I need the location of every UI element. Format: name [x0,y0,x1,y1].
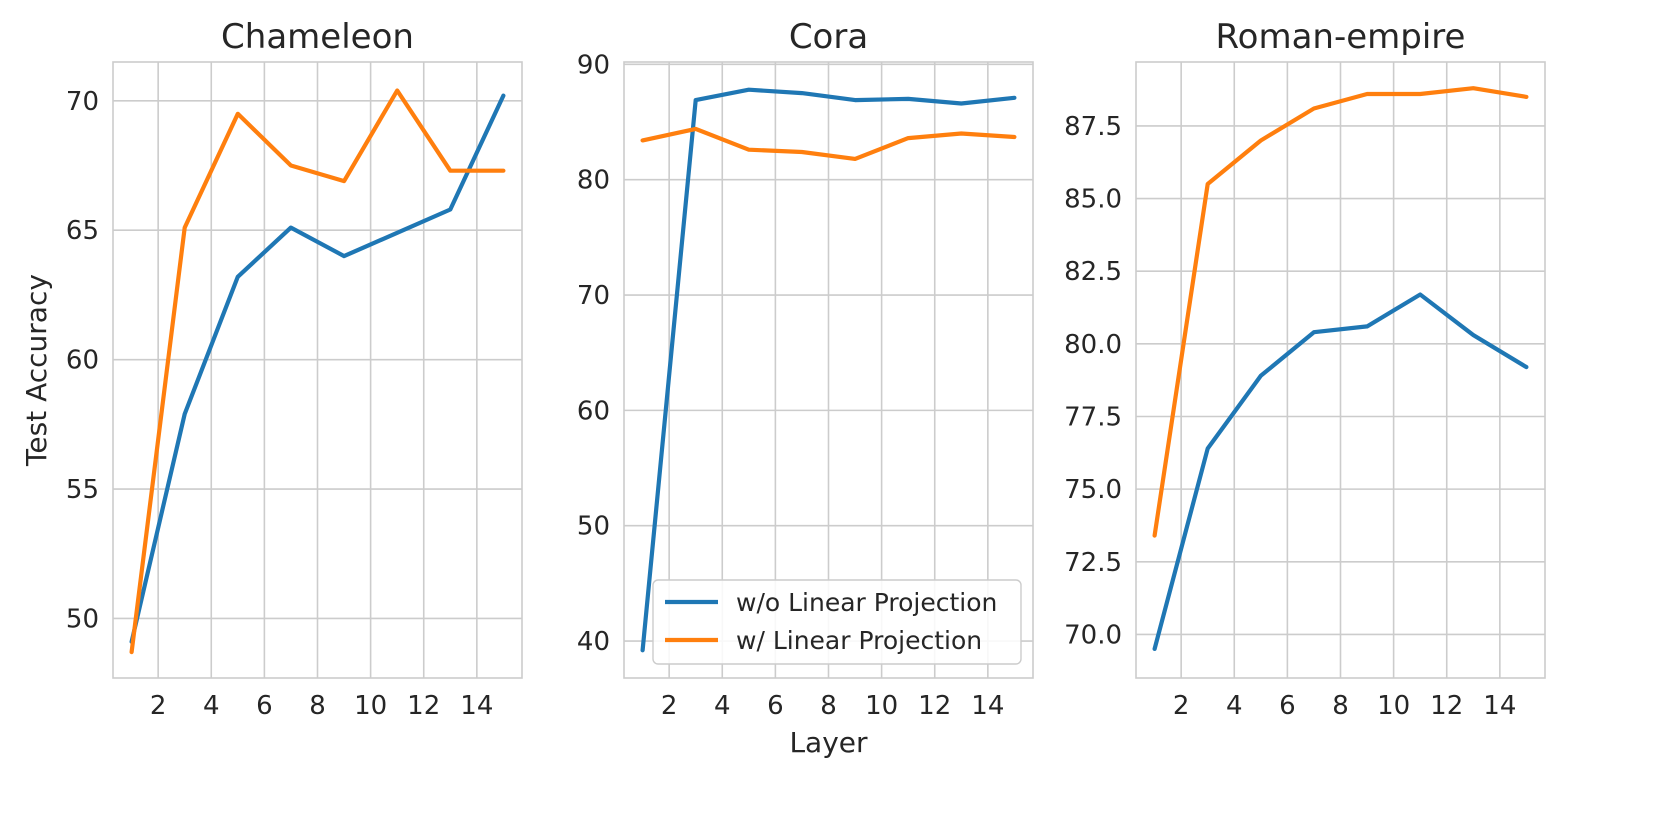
y-tick-label: 60 [66,346,99,376]
x-tick-label: 12 [407,691,440,721]
x-tick-label: 12 [1430,691,1463,721]
y-tick-label: 72.5 [1064,548,1122,578]
x-tick-label: 10 [865,691,898,721]
x-tick-label: 10 [354,691,387,721]
x-tick-label: 14 [971,691,1004,721]
legend-label: w/o Linear Projection [736,588,997,617]
panel-title: Roman-empire [1216,17,1466,57]
panel-1: 2 4 6 8 10 12 14 50 55 60 65 70 Chameleon Test Accura… [20,17,523,721]
x-tick-label: 12 [918,691,951,721]
y-tick-label: 60 [577,396,610,426]
x-tick-label: 4 [714,691,731,721]
legend: w/o Linear Projection w/ Linear Projectio… [652,579,1022,665]
x-tick-label: 2 [150,691,167,721]
panel-title: Chameleon [221,17,414,57]
y-tick-label: 65 [66,216,99,246]
y-tick-label: 85.0 [1064,185,1122,215]
panel-3: 2 4 6 8 10 12 14 70.0 72.5 75.0 77.5 80.0 82.5 85.0 87… [1064,17,1546,721]
x-tick-label: 8 [309,691,326,721]
y-tick-label: 70.0 [1064,620,1122,650]
y-tick-label: 50 [66,604,99,634]
x-tick-label: 2 [1173,691,1190,721]
y-tick-label: 75.0 [1064,475,1122,505]
y-tick-label: 55 [66,475,99,505]
x-tick-label: 6 [767,691,784,721]
legend-box [652,579,1022,665]
series-line-wo-linear-projection [640,87,1017,653]
x-tick-label: 14 [1483,691,1516,721]
x-tick-label: 10 [1377,691,1410,721]
panel-title: Cora [789,17,868,57]
series-line-wo-linear-projection [129,93,506,644]
series-line-wo-linear-projection [1152,292,1529,652]
y-tick-label: 80 [577,166,610,196]
x-tick-label: 6 [256,691,273,721]
y-tick-label: 70 [66,87,99,117]
y-tick-label: 77.5 [1064,402,1122,432]
x-tick-label: 4 [203,691,220,721]
y-tick-label: 90 [577,50,610,80]
x-tick-label: 8 [1332,691,1349,721]
series-line-w-linear-projection [1152,86,1529,538]
series-line-w-linear-projection [640,126,1017,161]
axes-frame [623,61,1034,679]
x-tick-label: 4 [1226,691,1243,721]
axes-frame [1135,61,1546,679]
y-tick-label: 80.0 [1064,330,1122,360]
x-tick-label: 8 [820,691,837,721]
y-tick-label: 70 [577,281,610,311]
x-tick-label: 2 [661,691,678,721]
x-axis-label: Layer [789,726,868,759]
x-tick-label: 6 [1279,691,1296,721]
legend-label: w/ Linear Projection [736,626,982,655]
x-tick-label: 14 [460,691,493,721]
axes-frame [112,61,523,679]
y-tick-label: 50 [577,512,610,542]
y-tick-label: 87.5 [1064,112,1122,142]
y-axis-label: Test Accuracy [20,274,53,467]
y-tick-label: 40 [577,627,610,657]
y-tick-label: 82.5 [1064,257,1122,287]
series-line-w-linear-projection [129,88,506,655]
panel-2: 2 4 6 8 10 12 14 40 50 60 70 80 90 Cora Layer w/o Linea… [577,17,1034,759]
